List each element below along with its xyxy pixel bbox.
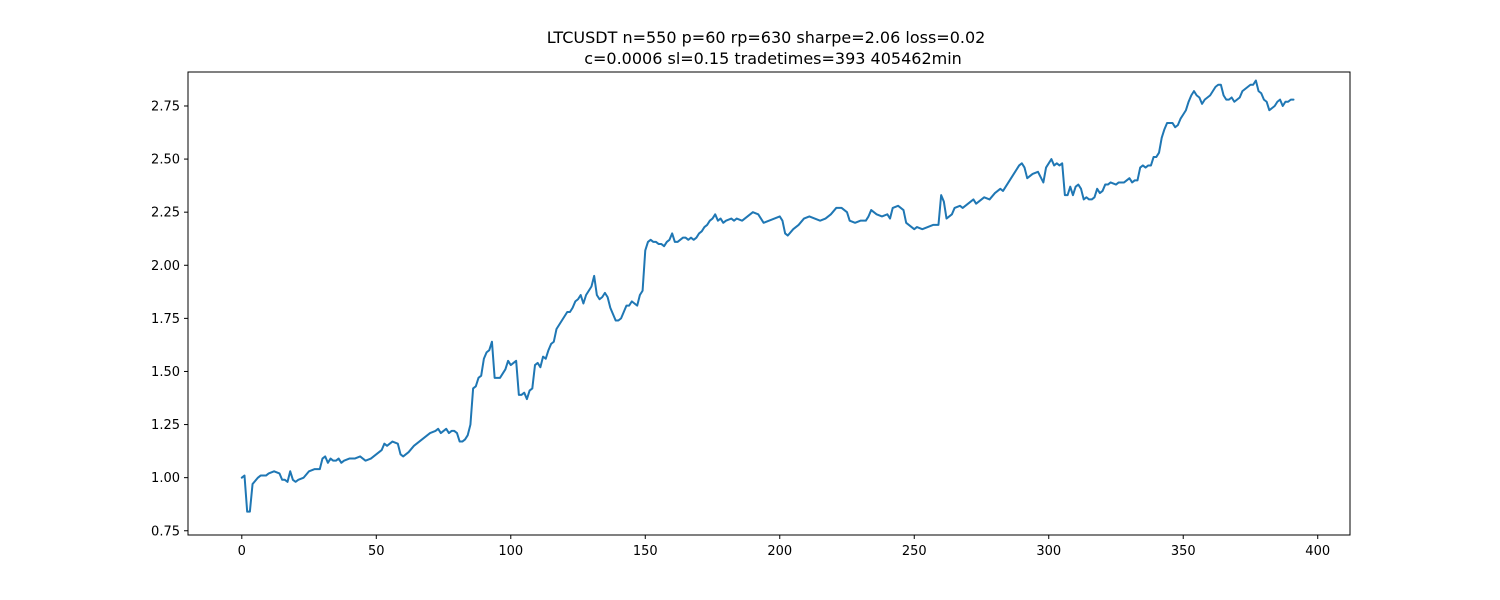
- y-tick-label: 1.00: [151, 471, 180, 486]
- chart-title: LTCUSDT n=550 p=60 rp=630 sharpe=2.06 lo…: [547, 28, 986, 47]
- y-tick-label: 0.75: [151, 524, 180, 539]
- y-tick-label: 2.75: [151, 99, 180, 114]
- y-tick-label: 1.25: [151, 418, 180, 433]
- y-tick-label: 2.50: [151, 153, 180, 168]
- x-tick-label: 0: [238, 544, 246, 559]
- x-axis: 0 50 100 150 200 250 300 350 400: [238, 535, 1330, 559]
- x-tick-label: 350: [1171, 544, 1196, 559]
- series-line: [240, 79, 1295, 513]
- y-tick-label: 1.50: [151, 365, 180, 380]
- x-tick-label: 300: [1036, 544, 1061, 559]
- y-tick-label: 1.75: [151, 312, 180, 327]
- x-tick-label: 150: [633, 544, 658, 559]
- x-tick-label: 400: [1305, 544, 1330, 559]
- x-tick-label: 50: [368, 544, 385, 559]
- y-tick-label: 2.00: [151, 259, 180, 274]
- plot-area-frame: [187, 71, 1351, 536]
- x-tick-label: 100: [498, 544, 523, 559]
- chart-subtitle: c=0.0006 sl=0.15 tradetimes=393 405462mi…: [584, 49, 962, 68]
- y-axis: 0.75 1.00 1.25 1.50 1.75 2.00 2.25 2.50 2.75: [151, 99, 188, 539]
- x-tick-label: 250: [902, 544, 927, 559]
- x-tick-label: 200: [767, 544, 792, 559]
- y-tick-label: 2.25: [151, 206, 180, 221]
